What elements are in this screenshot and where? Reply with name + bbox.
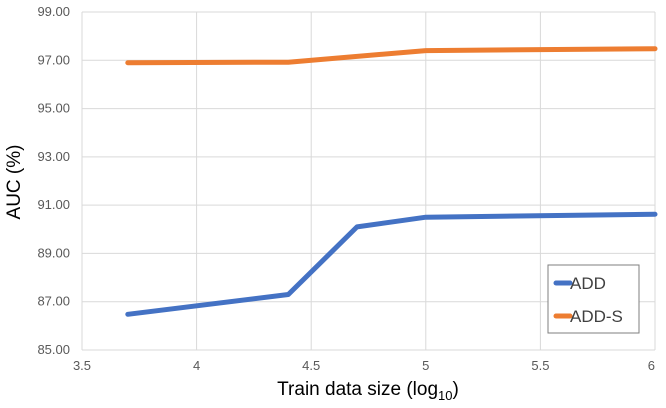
x-axis-title-subscript: 10 (438, 388, 452, 403)
x-tick-label: 5.5 (531, 358, 549, 373)
x-tick-label: 4 (193, 358, 200, 373)
legend-label-add: ADD (570, 274, 606, 293)
y-tick-label: 95.00 (37, 101, 70, 116)
y-tick-label: 87.00 (37, 294, 70, 309)
series-line-add-s (125, 46, 658, 66)
x-tick-label: 3.5 (73, 358, 91, 373)
y-tick-label: 89.00 (37, 245, 70, 260)
x-tick-labels: 3.5 4 4.5 5 5.5 6 (73, 358, 655, 373)
series-lines (125, 46, 658, 317)
y-tick-label: 93.00 (37, 149, 70, 164)
y-tick-label: 91.00 (37, 197, 70, 212)
y-tick-label: 85.00 (37, 342, 70, 357)
x-axis-title-main: Train data size (log (277, 379, 438, 400)
x-axis-title: Train data size (log10) (277, 379, 459, 403)
x-tick-label: 4.5 (302, 358, 320, 373)
x-tick-label: 6 (648, 358, 655, 373)
series-line-add (125, 211, 658, 317)
legend: ADD ADD-S (547, 264, 640, 334)
x-tick-label: 5 (422, 358, 429, 373)
y-tick-label: 97.00 (37, 52, 70, 67)
x-axis-title-suffix: ) (453, 379, 459, 400)
y-tick-labels: 85.00 87.00 89.00 91.00 93.00 95.00 97.00 99.00 (37, 4, 70, 357)
legend-label-add-s: ADD-S (570, 307, 623, 326)
gridlines (81, 11, 656, 351)
y-axis-title: AUC (%) (4, 145, 25, 220)
y-tick-label: 99.00 (37, 4, 70, 19)
legend-box (547, 264, 640, 334)
